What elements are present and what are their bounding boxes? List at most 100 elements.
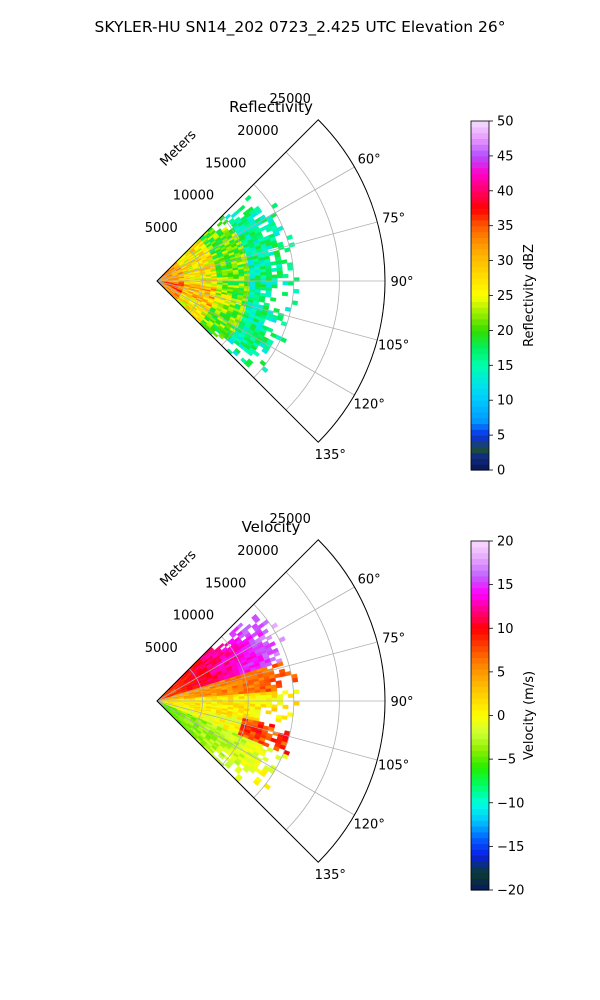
colorbar-segment [471,878,489,885]
radar-gate [249,701,256,705]
radar-gate [276,270,283,275]
radar-gate [271,694,278,699]
colorbar-segment [471,394,489,401]
radar-field [156,613,300,791]
colorbar-segment [471,272,489,279]
radar-gate [259,770,267,778]
radar-gate [270,622,279,630]
colorbar-segment [471,330,489,337]
colorbar-segment [471,744,489,751]
radar-gate [266,747,274,753]
radar-gate [217,753,225,760]
colorbar-segment [471,849,489,856]
radar-gate [258,298,266,303]
radar-gate [255,208,263,216]
radar-gate [270,202,279,210]
radar-gate [282,690,289,695]
radar-gate [263,783,271,791]
colorbar-segment [471,382,489,390]
radar-gate [265,271,272,276]
colorbar-tick-label: 20 [497,324,514,339]
radial-tick-label: 20000 [237,124,278,139]
colorbar-segment [471,866,489,874]
radar-gate [249,695,256,699]
colorbar-segment [471,837,489,845]
colorbar-tick-label: 0 [497,464,505,479]
radar-gate [277,694,284,699]
radar-gate [255,695,262,699]
radar-gate [238,701,245,704]
colorbar-segment [471,831,489,839]
colorbar-segment [471,278,489,285]
radar-gate [246,349,254,357]
colorbar-segment [471,715,489,722]
colorbar-segment [471,785,489,792]
radar-gate [255,281,262,285]
radar-gate [274,673,281,679]
azimuth-spoke [156,280,355,396]
radar-gate [287,266,294,271]
colorbar-segment [471,587,489,594]
radar-gate [270,261,277,266]
radar-gate [271,707,278,712]
angle-tick-label: 105° [378,758,409,773]
angle-tick-label: 90° [390,275,413,290]
colorbar-tick-label: 50 [497,115,514,130]
radar-gate [280,259,288,265]
colorbar-segment [471,388,489,395]
radar-gate [266,694,273,699]
radar-gate [218,642,225,649]
radar-gate [233,696,240,700]
colorbar-segment [471,552,489,560]
colorbar-segment [471,639,489,647]
radial-tick-label: 15000 [205,156,246,171]
radar-gate [287,693,294,698]
colorbar-segment [471,365,489,372]
colorbar-tick-label: 10 [497,394,514,409]
azimuth-spoke [156,641,378,702]
colorbar-segment [471,622,489,629]
colorbar-segment [471,231,489,238]
colorbar-segment [471,359,489,366]
colorbar-segment [471,121,489,128]
colorbar-segment [471,657,489,664]
radar-gate [262,756,270,763]
radar-gate [227,338,235,345]
angle-tick-label: 75° [382,632,405,647]
colorbar-segment [471,289,489,297]
azimuth-spoke [156,586,355,702]
sector-frame [156,119,386,443]
radar-gate [271,691,278,696]
radar-gate [260,286,267,291]
colorbar-tick-label: 25 [497,289,514,304]
radar-gate [275,717,282,723]
colorbar-segment [471,132,489,140]
radar-gate [270,317,278,324]
colorbar-segment [471,721,489,728]
radar-gate [273,651,281,657]
radar-gate [266,274,273,279]
colorbar-segment [471,773,489,781]
colorbar-segment [471,254,489,262]
colorbar-segment [471,610,489,618]
colorbar-segment [471,179,489,186]
radar-gate [244,695,251,700]
colorbar-segment [471,698,489,705]
colorbar-segment [471,860,489,868]
radar-gate [253,616,261,624]
colorbar-tick-label: −10 [497,796,524,811]
colorbar-segment [471,634,489,641]
radial-tick-label: 10000 [173,609,214,624]
radar-gate [260,281,267,285]
colorbar-segment [471,406,489,413]
colorbar-tick-label: −5 [497,753,516,768]
radial-tick-label: 25000 [270,512,311,527]
colorbar-segment [471,190,489,198]
colorbar-segment [471,318,489,326]
radial-tick-label: 5000 [145,641,178,656]
radar-gate [260,692,267,696]
radar-gate [266,704,273,709]
colorbar-segment [471,266,489,273]
radar-gate [276,683,283,689]
